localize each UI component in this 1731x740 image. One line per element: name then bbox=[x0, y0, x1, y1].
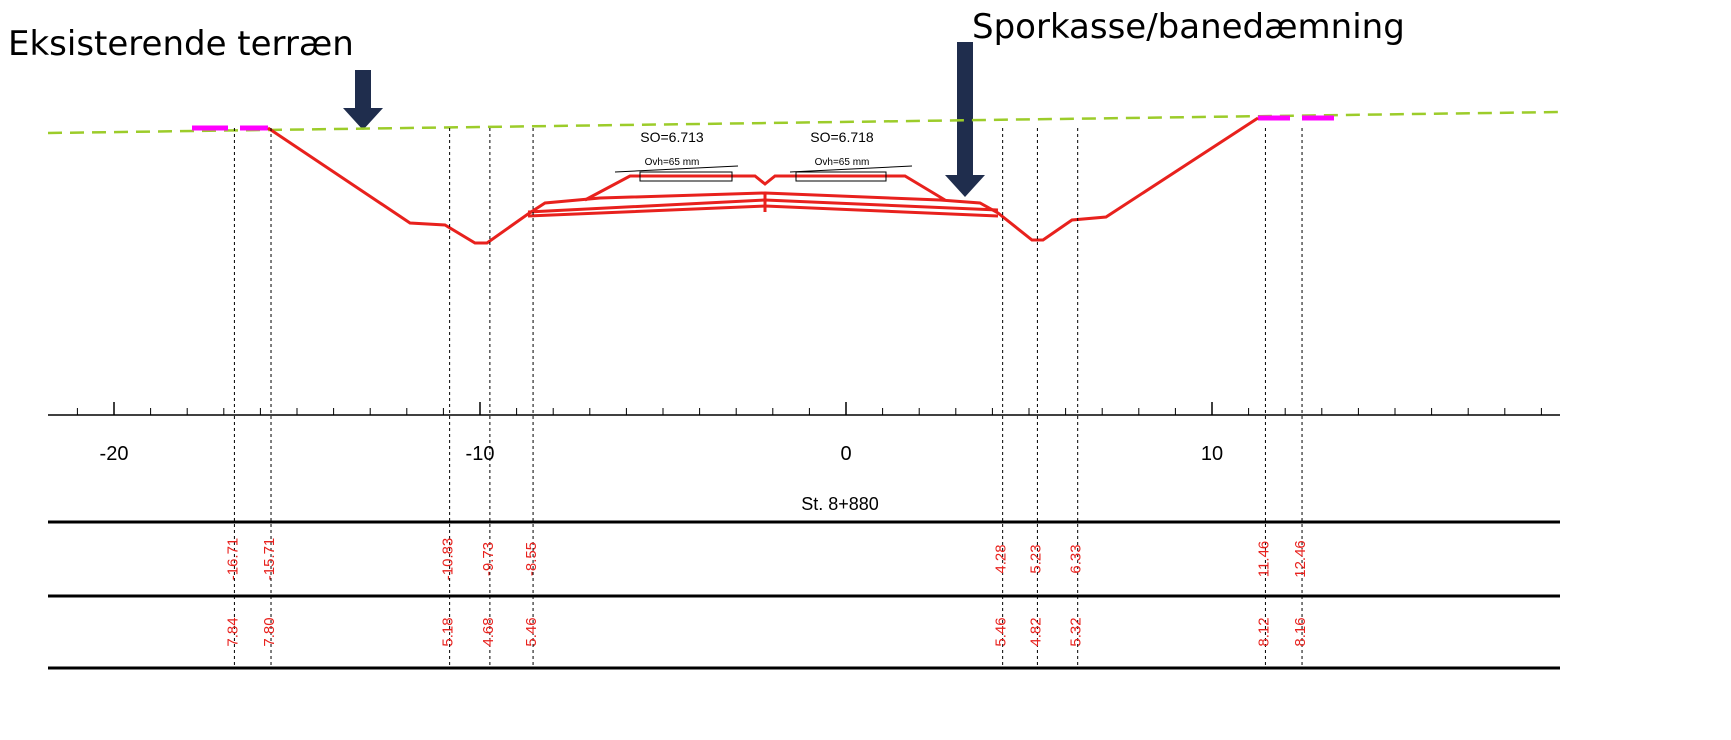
band-lines bbox=[48, 520, 1560, 670]
elevation-label: 4.82 bbox=[1027, 617, 1044, 646]
elevation-label: 4.68 bbox=[480, 617, 497, 646]
elevation-label: 8.16 bbox=[1292, 617, 1309, 646]
tick-label: -10 bbox=[466, 443, 495, 465]
elevation-label: 5.46 bbox=[993, 617, 1010, 646]
ovh-label: Ovh=65 mm bbox=[645, 157, 700, 168]
rails bbox=[614, 165, 913, 182]
elevation-label: 5.18 bbox=[440, 617, 457, 646]
section-profile bbox=[267, 116, 1259, 245]
tick-label: -20 bbox=[100, 443, 129, 465]
terrain-markers bbox=[192, 115, 1334, 131]
offset-label: -9.73 bbox=[480, 542, 497, 576]
elevation-label: 7.84 bbox=[224, 617, 241, 646]
annotation: Eksisterende terræn bbox=[8, 24, 354, 64]
elevation-label: 7.80 bbox=[261, 617, 278, 646]
elevation-label: 8.12 bbox=[1255, 617, 1272, 646]
offset-label: 6.33 bbox=[1068, 544, 1085, 573]
so-label: SO=6.718 bbox=[810, 129, 874, 145]
elevation-label: 5.32 bbox=[1068, 617, 1085, 646]
elevation-label: 5.46 bbox=[523, 617, 540, 646]
station-label: St. 8+880 bbox=[801, 494, 879, 514]
tick-label: 10 bbox=[1201, 443, 1223, 465]
offset-label: 4.28 bbox=[993, 544, 1010, 573]
tick-label: 0 bbox=[840, 443, 851, 465]
offset-label: -8.55 bbox=[523, 542, 540, 576]
annotation: Sporkasse/banedæmning bbox=[972, 7, 1405, 47]
offset-label: -15.71 bbox=[261, 538, 278, 581]
offset-label: 12.46 bbox=[1292, 540, 1309, 578]
arrows bbox=[343, 42, 985, 197]
offset-label: 5.23 bbox=[1027, 544, 1044, 573]
offset-label: 11.46 bbox=[1255, 541, 1272, 577]
terrain-line bbox=[47, 110, 1561, 135]
offset-label: -16.71 bbox=[224, 538, 241, 581]
offset-label: -10.83 bbox=[440, 538, 457, 581]
so-label: SO=6.713 bbox=[640, 129, 704, 145]
ovh-label: Ovh=65 mm bbox=[815, 157, 870, 168]
